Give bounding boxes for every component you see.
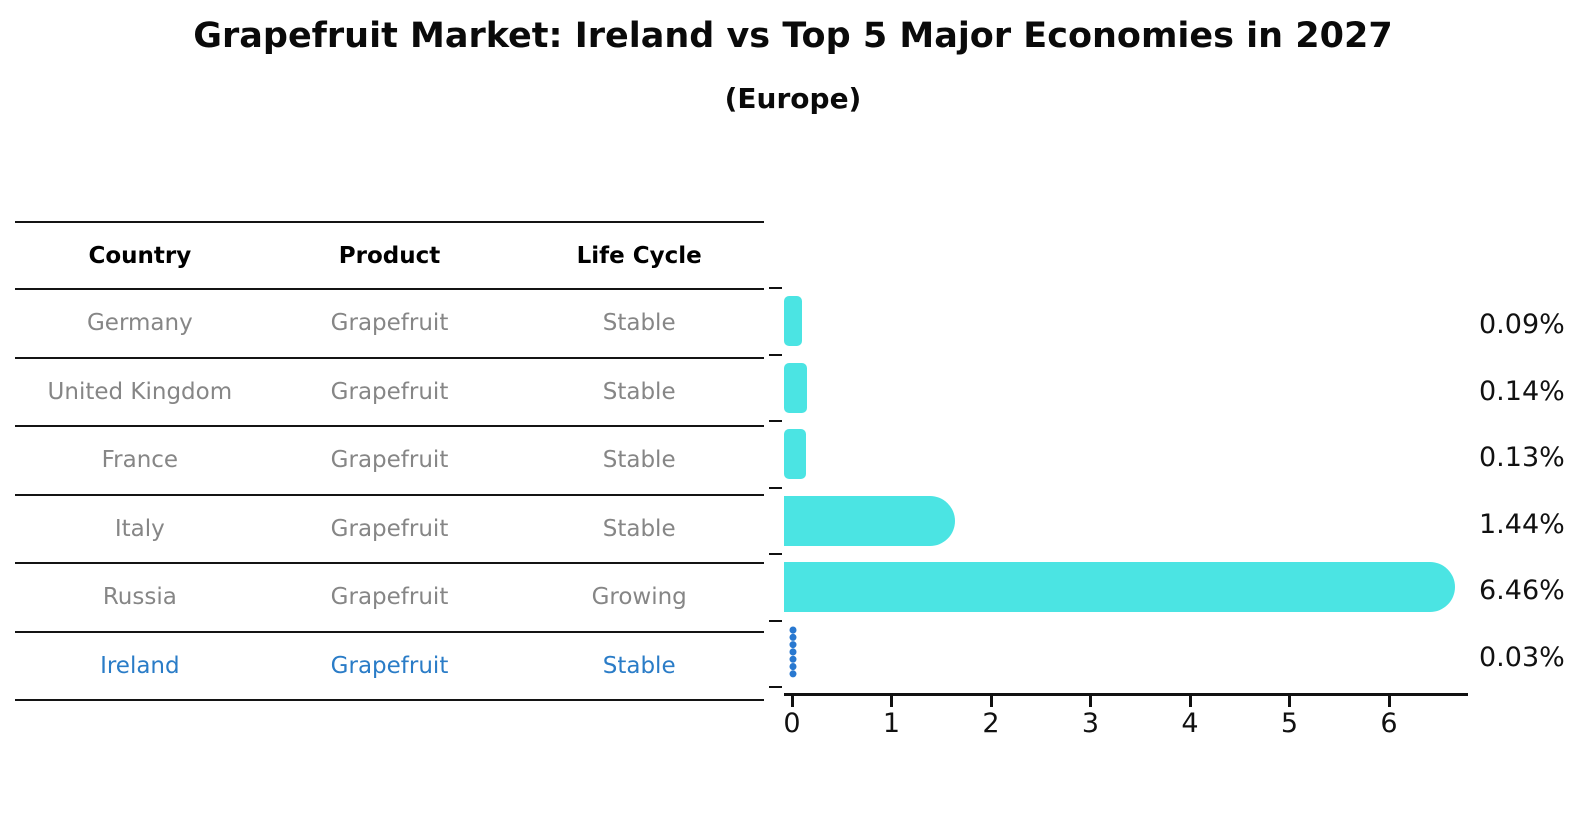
y-tick-5 — [769, 619, 782, 622]
x-tick-label-5: 5 — [1280, 708, 1299, 739]
value-label-ireland: 0.03% — [1479, 641, 1565, 673]
x-tick-label-1: 1 — [882, 708, 901, 739]
bar-united-kingdom — [784, 362, 807, 413]
chart-subtitle: (Europe) — [724, 82, 862, 115]
y-tick-2 — [769, 420, 782, 422]
chart-title: Grapefruit Market: Ireland vs Top 5 Majo… — [193, 16, 1393, 56]
table-row-germany: Germany Grapefruit Stable — [15, 290, 764, 359]
cell-italy-country: Italy — [114, 515, 165, 542]
cell-germany-product: Grapefruit — [330, 310, 449, 337]
bar-ireland-dotted-marker — [789, 626, 797, 684]
x-tick-label-2: 2 — [982, 708, 1000, 739]
cell-france-country: France — [101, 447, 179, 474]
table-row-russia: Russia Grapefruit Growing — [15, 564, 764, 633]
x-tick-5 — [1288, 696, 1291, 707]
cell-russia-product: Grapefruit — [330, 584, 449, 611]
cell-russia-country: Russia — [102, 584, 177, 611]
x-tick-3 — [1089, 696, 1092, 707]
x-tick-label-4: 4 — [1181, 708, 1199, 739]
value-label-italy: 1.44% — [1479, 508, 1565, 540]
y-tick-6 — [769, 686, 782, 688]
x-tick-0 — [790, 696, 794, 707]
x-tick-6 — [1387, 696, 1391, 707]
y-tick-4 — [769, 553, 782, 555]
cell-italy-life-cycle: Stable — [602, 515, 676, 542]
x-tick-label-3: 3 — [1081, 708, 1100, 739]
bar-italy — [784, 495, 956, 546]
column-header-product: Product — [338, 242, 441, 269]
x-tick-2 — [989, 696, 993, 707]
table-row-united-kingdom: United Kingdom Grapefruit Stable — [15, 359, 764, 427]
x-tick-label-0: 0 — [783, 708, 801, 739]
x-axis-line — [784, 693, 1468, 696]
cell-germany-life-cycle: Stable — [602, 310, 676, 337]
y-tick-3 — [769, 486, 782, 489]
value-label-france: 0.13% — [1479, 442, 1565, 474]
table-row-ireland: Ireland Grapefruit Stable — [15, 633, 764, 701]
bar-russia — [784, 562, 1455, 613]
cell-united-kingdom-life-cycle: Stable — [602, 378, 676, 405]
x-tick-label-6: 6 — [1380, 708, 1398, 739]
column-header-country: Country — [88, 242, 192, 269]
x-tick-4 — [1188, 696, 1192, 707]
value-label-germany: 0.09% — [1479, 309, 1565, 341]
cell-france-life-cycle: Stable — [602, 447, 676, 474]
cell-ireland-country: Ireland — [100, 652, 180, 679]
y-tick-1 — [769, 353, 782, 356]
cell-united-kingdom-product: Grapefruit — [330, 378, 449, 405]
table-row-italy: Italy Grapefruit Stable — [15, 496, 764, 564]
value-label-russia: 6.46% — [1479, 575, 1565, 607]
value-label-united-kingdom: 0.14% — [1479, 375, 1565, 407]
cell-france-product: Grapefruit — [330, 447, 449, 474]
cell-russia-life-cycle: Growing — [591, 584, 687, 611]
cell-germany-country: Germany — [86, 310, 193, 337]
bar-germany — [784, 296, 802, 347]
x-tick-1 — [890, 696, 893, 707]
cell-united-kingdom-country: United Kingdom — [47, 378, 233, 405]
cell-ireland-life-cycle: Stable — [602, 652, 676, 679]
table-header-row: Country Product Life Cycle — [15, 223, 764, 290]
column-header-life-cycle: Life Cycle — [576, 242, 702, 269]
bar-france — [784, 429, 806, 480]
data-table: Country Product Life Cycle Germany Grapefrui… — [15, 221, 764, 701]
table-row-france: France Grapefruit Stable — [15, 427, 764, 496]
y-tick-0 — [769, 287, 782, 289]
cell-ireland-product: Grapefruit — [330, 652, 449, 679]
cell-italy-product: Grapefruit — [330, 515, 449, 542]
